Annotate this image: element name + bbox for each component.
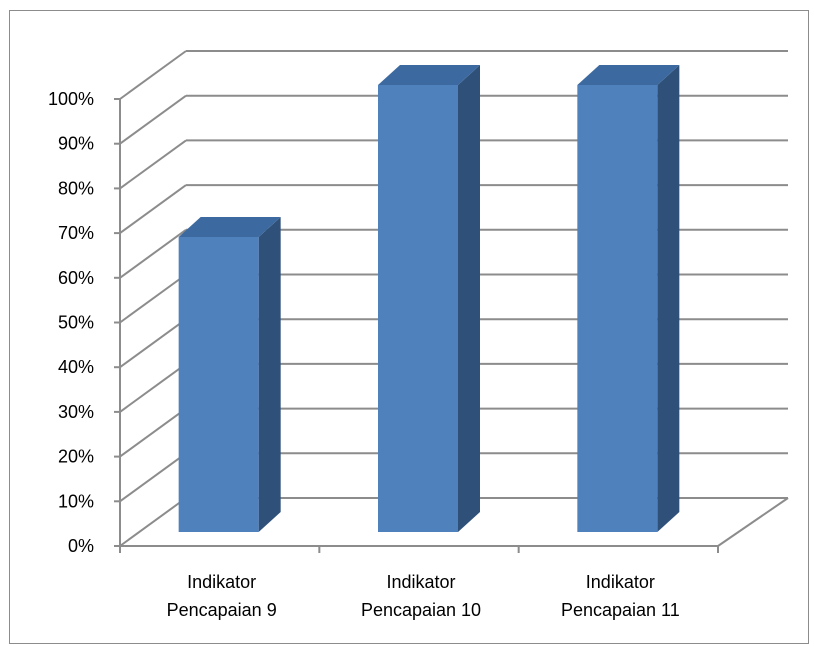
bar-front — [178, 236, 259, 533]
bar — [178, 216, 281, 533]
gridline-diagonal — [119, 452, 187, 503]
y-tick-label: 30% — [58, 402, 94, 422]
bar-front — [577, 85, 658, 532]
gridline-diagonal — [119, 407, 187, 458]
bar — [378, 65, 480, 532]
bar-top — [178, 216, 281, 237]
gridline-diagonal — [119, 94, 187, 145]
gridline-diagonal — [119, 139, 187, 190]
bar-side — [258, 216, 281, 533]
bar-front — [378, 85, 458, 532]
gridline-diagonal — [119, 184, 187, 234]
bar — [577, 65, 680, 532]
x-tick-labels: Indikator Pencapaian 9 Indikator Pencapaian… — [167, 572, 680, 620]
x-tick-label: Indikator Pencapaian 10 — [361, 572, 481, 620]
axes — [114, 98, 719, 553]
gridline-diagonal — [119, 363, 187, 413]
y-tick-label: 10% — [58, 491, 94, 511]
floor-right-edge — [717, 497, 789, 547]
bar-top — [577, 65, 680, 85]
y-tick-label: 0% — [68, 536, 94, 556]
x-tick-label: Indikator Pencapaian 9 — [167, 572, 277, 620]
bars — [178, 65, 680, 533]
y-tick-label: 80% — [58, 178, 94, 198]
gridline-diagonal — [119, 228, 187, 279]
bar-side — [657, 65, 680, 532]
bar-side — [458, 65, 480, 532]
y-tick-label: 40% — [58, 357, 94, 377]
y-tick-label: 90% — [58, 134, 94, 154]
y-tick-labels: 0% 10% 20% 30% 40% 50% 60% 70% 80% 90% 100% — [48, 89, 94, 556]
gridline-diagonal — [119, 318, 187, 369]
y-tick-label: 20% — [58, 447, 94, 467]
y-tick-label: 100% — [48, 89, 94, 109]
y-tick-label: 50% — [58, 313, 94, 333]
gridlines — [119, 50, 789, 547]
y-tick-label: 70% — [58, 223, 94, 243]
gridline-diagonal — [119, 50, 187, 100]
y-tick-label: 60% — [58, 268, 94, 288]
gridline-diagonal — [119, 273, 187, 324]
x-tick-label: Indikator Pencapaian 11 — [561, 572, 680, 620]
bar-top — [378, 65, 480, 85]
